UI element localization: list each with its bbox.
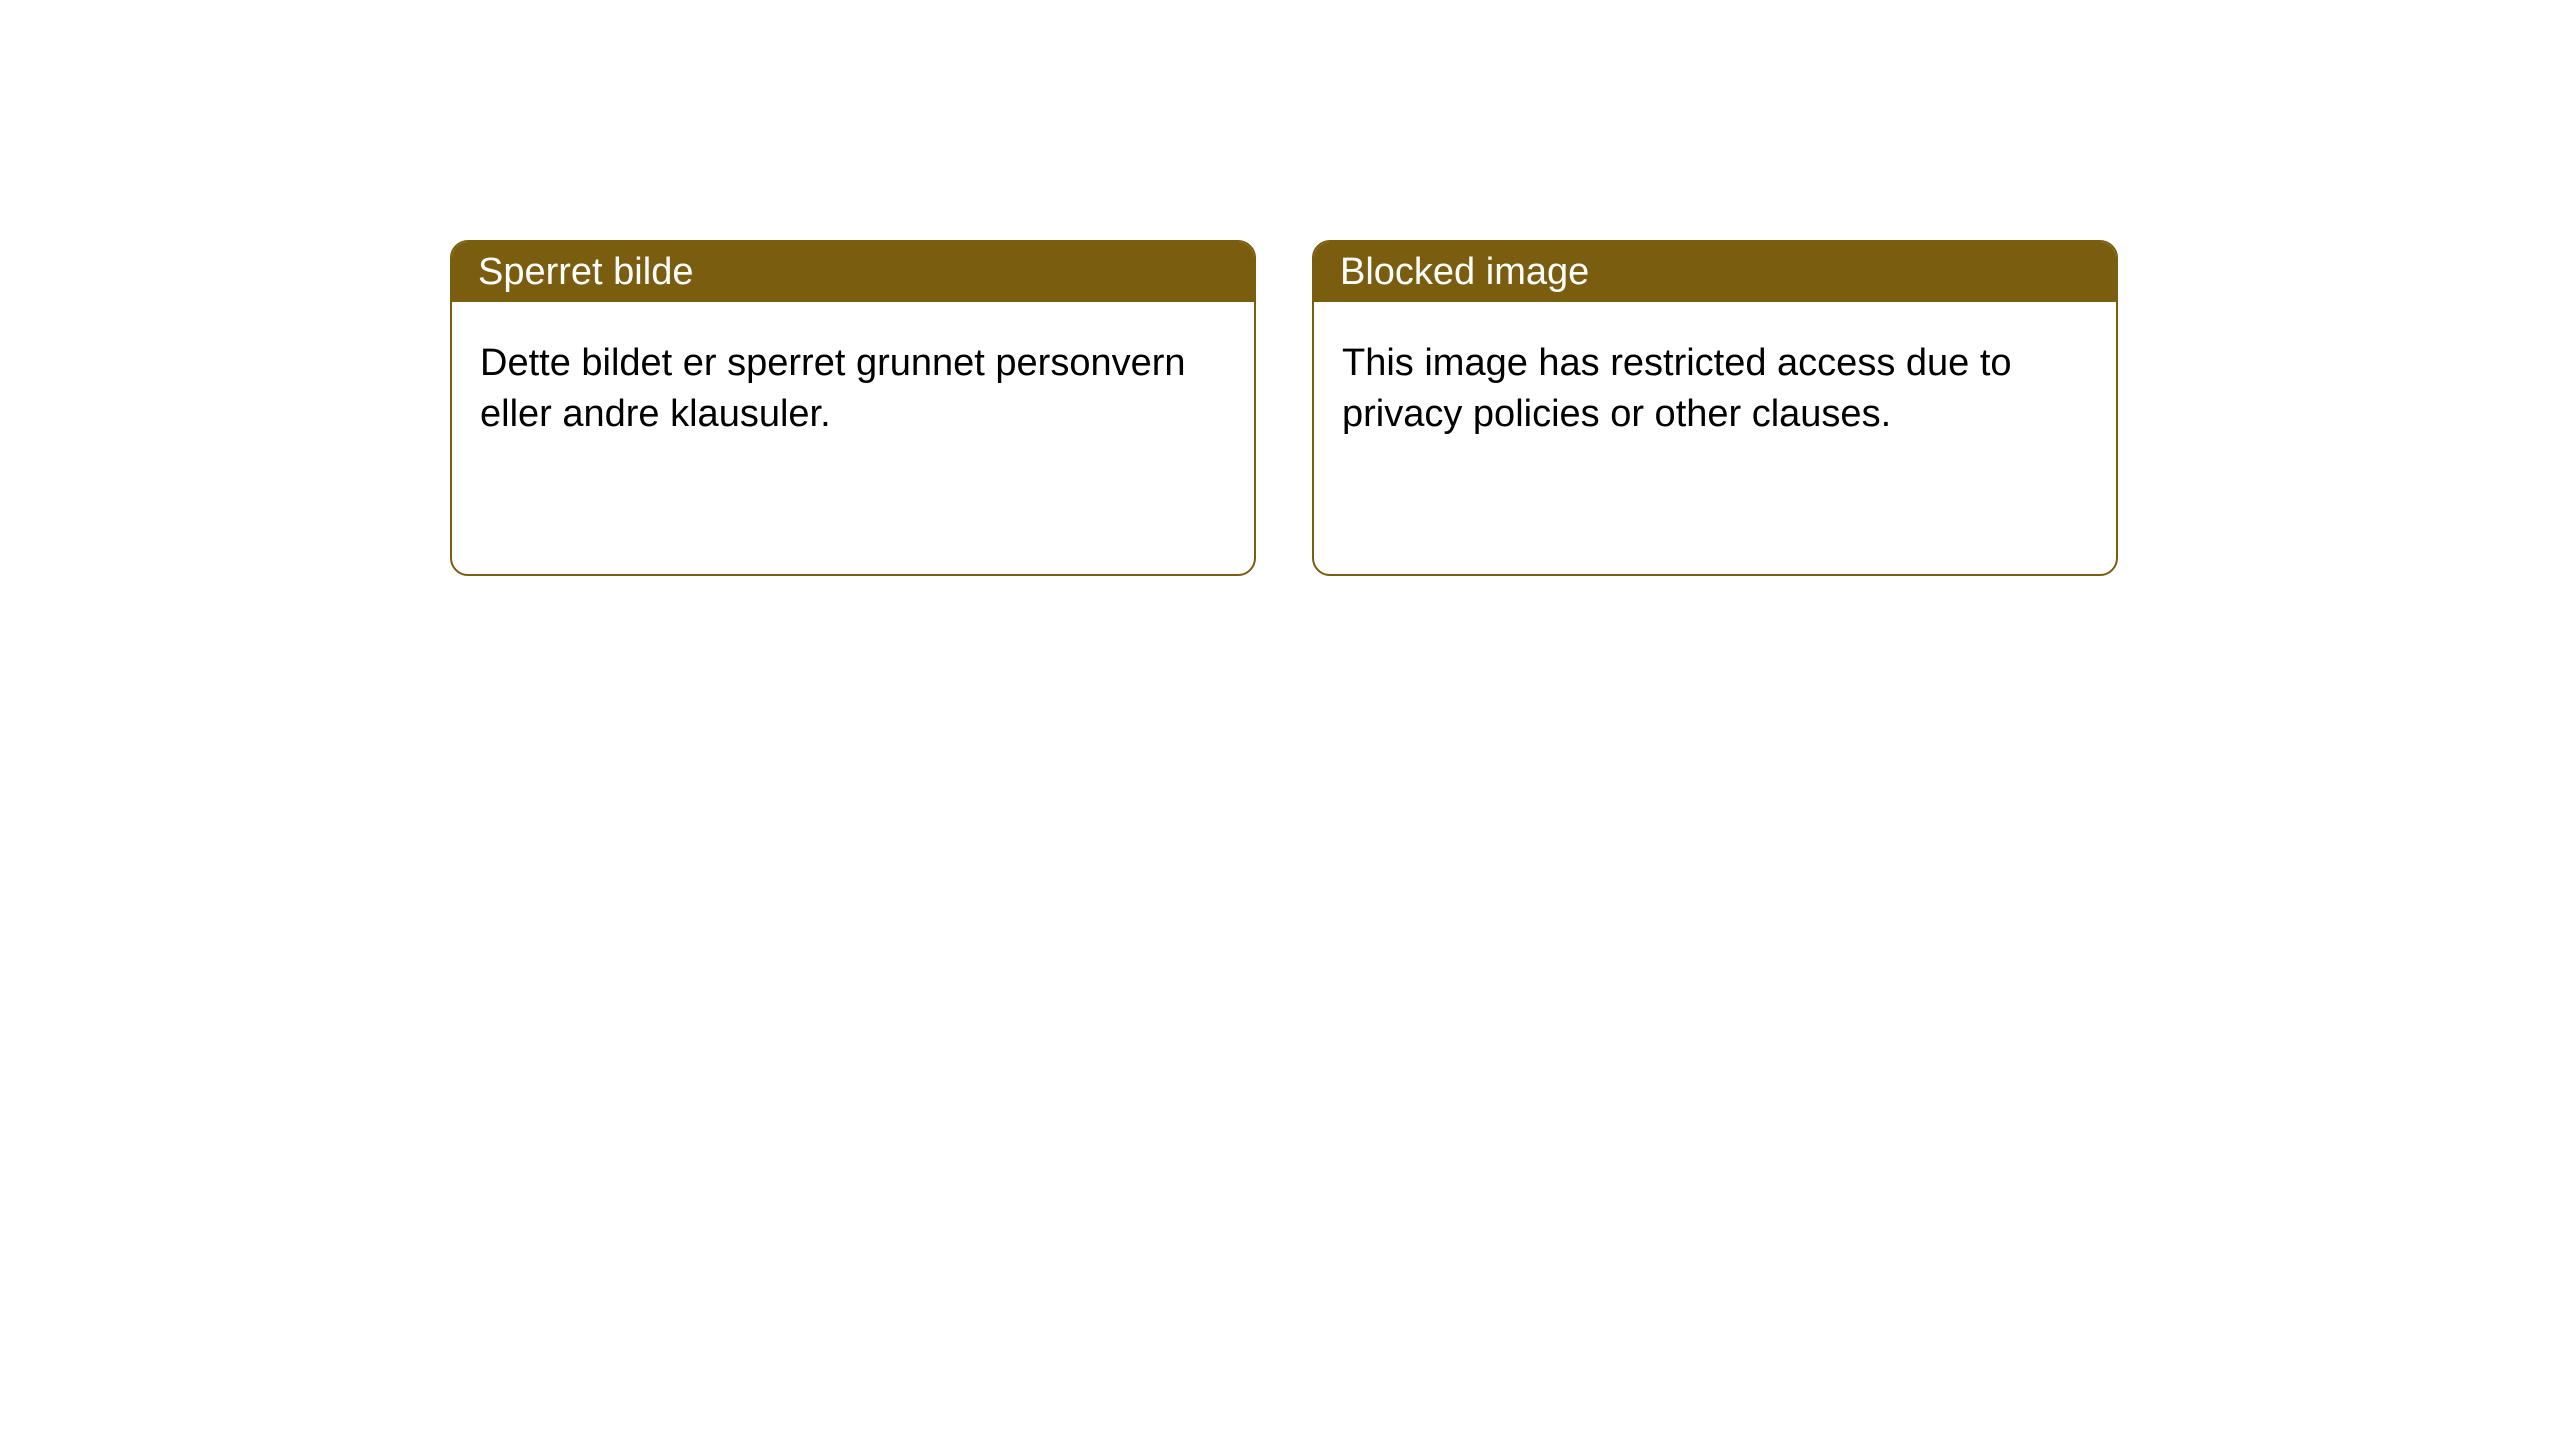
blocked-image-card-no: Sperret bilde Dette bildet er sperret gr…: [450, 240, 1256, 576]
card-body-text-en: This image has restricted access due to …: [1342, 342, 2012, 435]
card-header-text-en: Blocked image: [1340, 251, 1589, 294]
card-container: Sperret bilde Dette bildet er sperret gr…: [0, 0, 2560, 576]
card-body-text-no: Dette bildet er sperret grunnet personve…: [480, 342, 1186, 435]
blocked-image-card-en: Blocked image This image has restricted …: [1312, 240, 2118, 576]
card-header-en: Blocked image: [1314, 242, 2116, 302]
card-body-en: This image has restricted access due to …: [1314, 302, 2116, 477]
card-header-no: Sperret bilde: [452, 242, 1254, 302]
card-header-text-no: Sperret bilde: [478, 251, 693, 294]
card-body-no: Dette bildet er sperret grunnet personve…: [452, 302, 1254, 477]
